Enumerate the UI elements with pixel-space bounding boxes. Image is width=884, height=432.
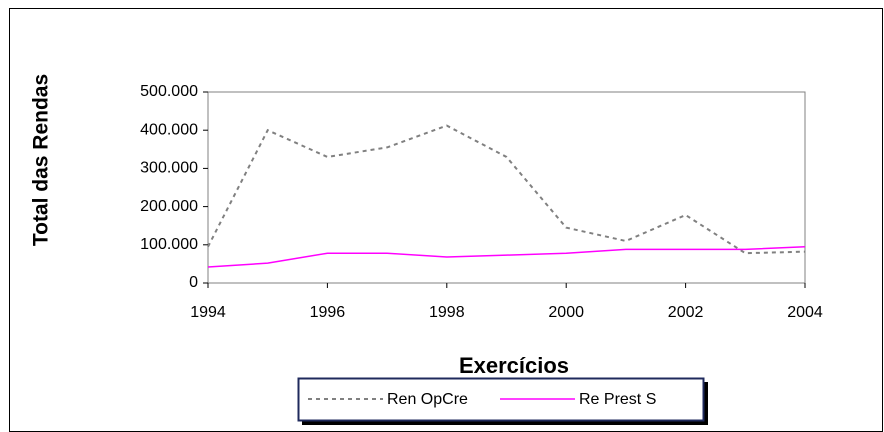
- x-tick-label: 2002: [668, 304, 704, 321]
- x-tick-label: 1998: [429, 304, 465, 321]
- legend-label: Ren OpCre: [387, 391, 468, 408]
- legend-label: Re Prest S: [579, 391, 656, 408]
- y-tick-label: 200.000: [140, 198, 198, 215]
- series-line: [207, 245, 806, 268]
- x-tick-label: 2000: [548, 304, 584, 321]
- x-axis-title: Exercícios: [459, 353, 569, 378]
- series-line: [207, 124, 806, 255]
- x-tick-label: 1994: [190, 304, 226, 321]
- y-axis-title: Total das Rendas: [30, 74, 53, 246]
- y-tick-label: 100.000: [140, 236, 198, 253]
- y-tick-label: 400.000: [140, 121, 198, 138]
- x-tick-label: 2004: [787, 304, 823, 321]
- y-tick-label: 0: [189, 274, 198, 291]
- y-tick-label: 300.000: [140, 160, 198, 177]
- y-tick-label: 500.000: [140, 83, 198, 100]
- x-tick-label: 1996: [310, 304, 346, 321]
- plot-area: [207, 91, 806, 284]
